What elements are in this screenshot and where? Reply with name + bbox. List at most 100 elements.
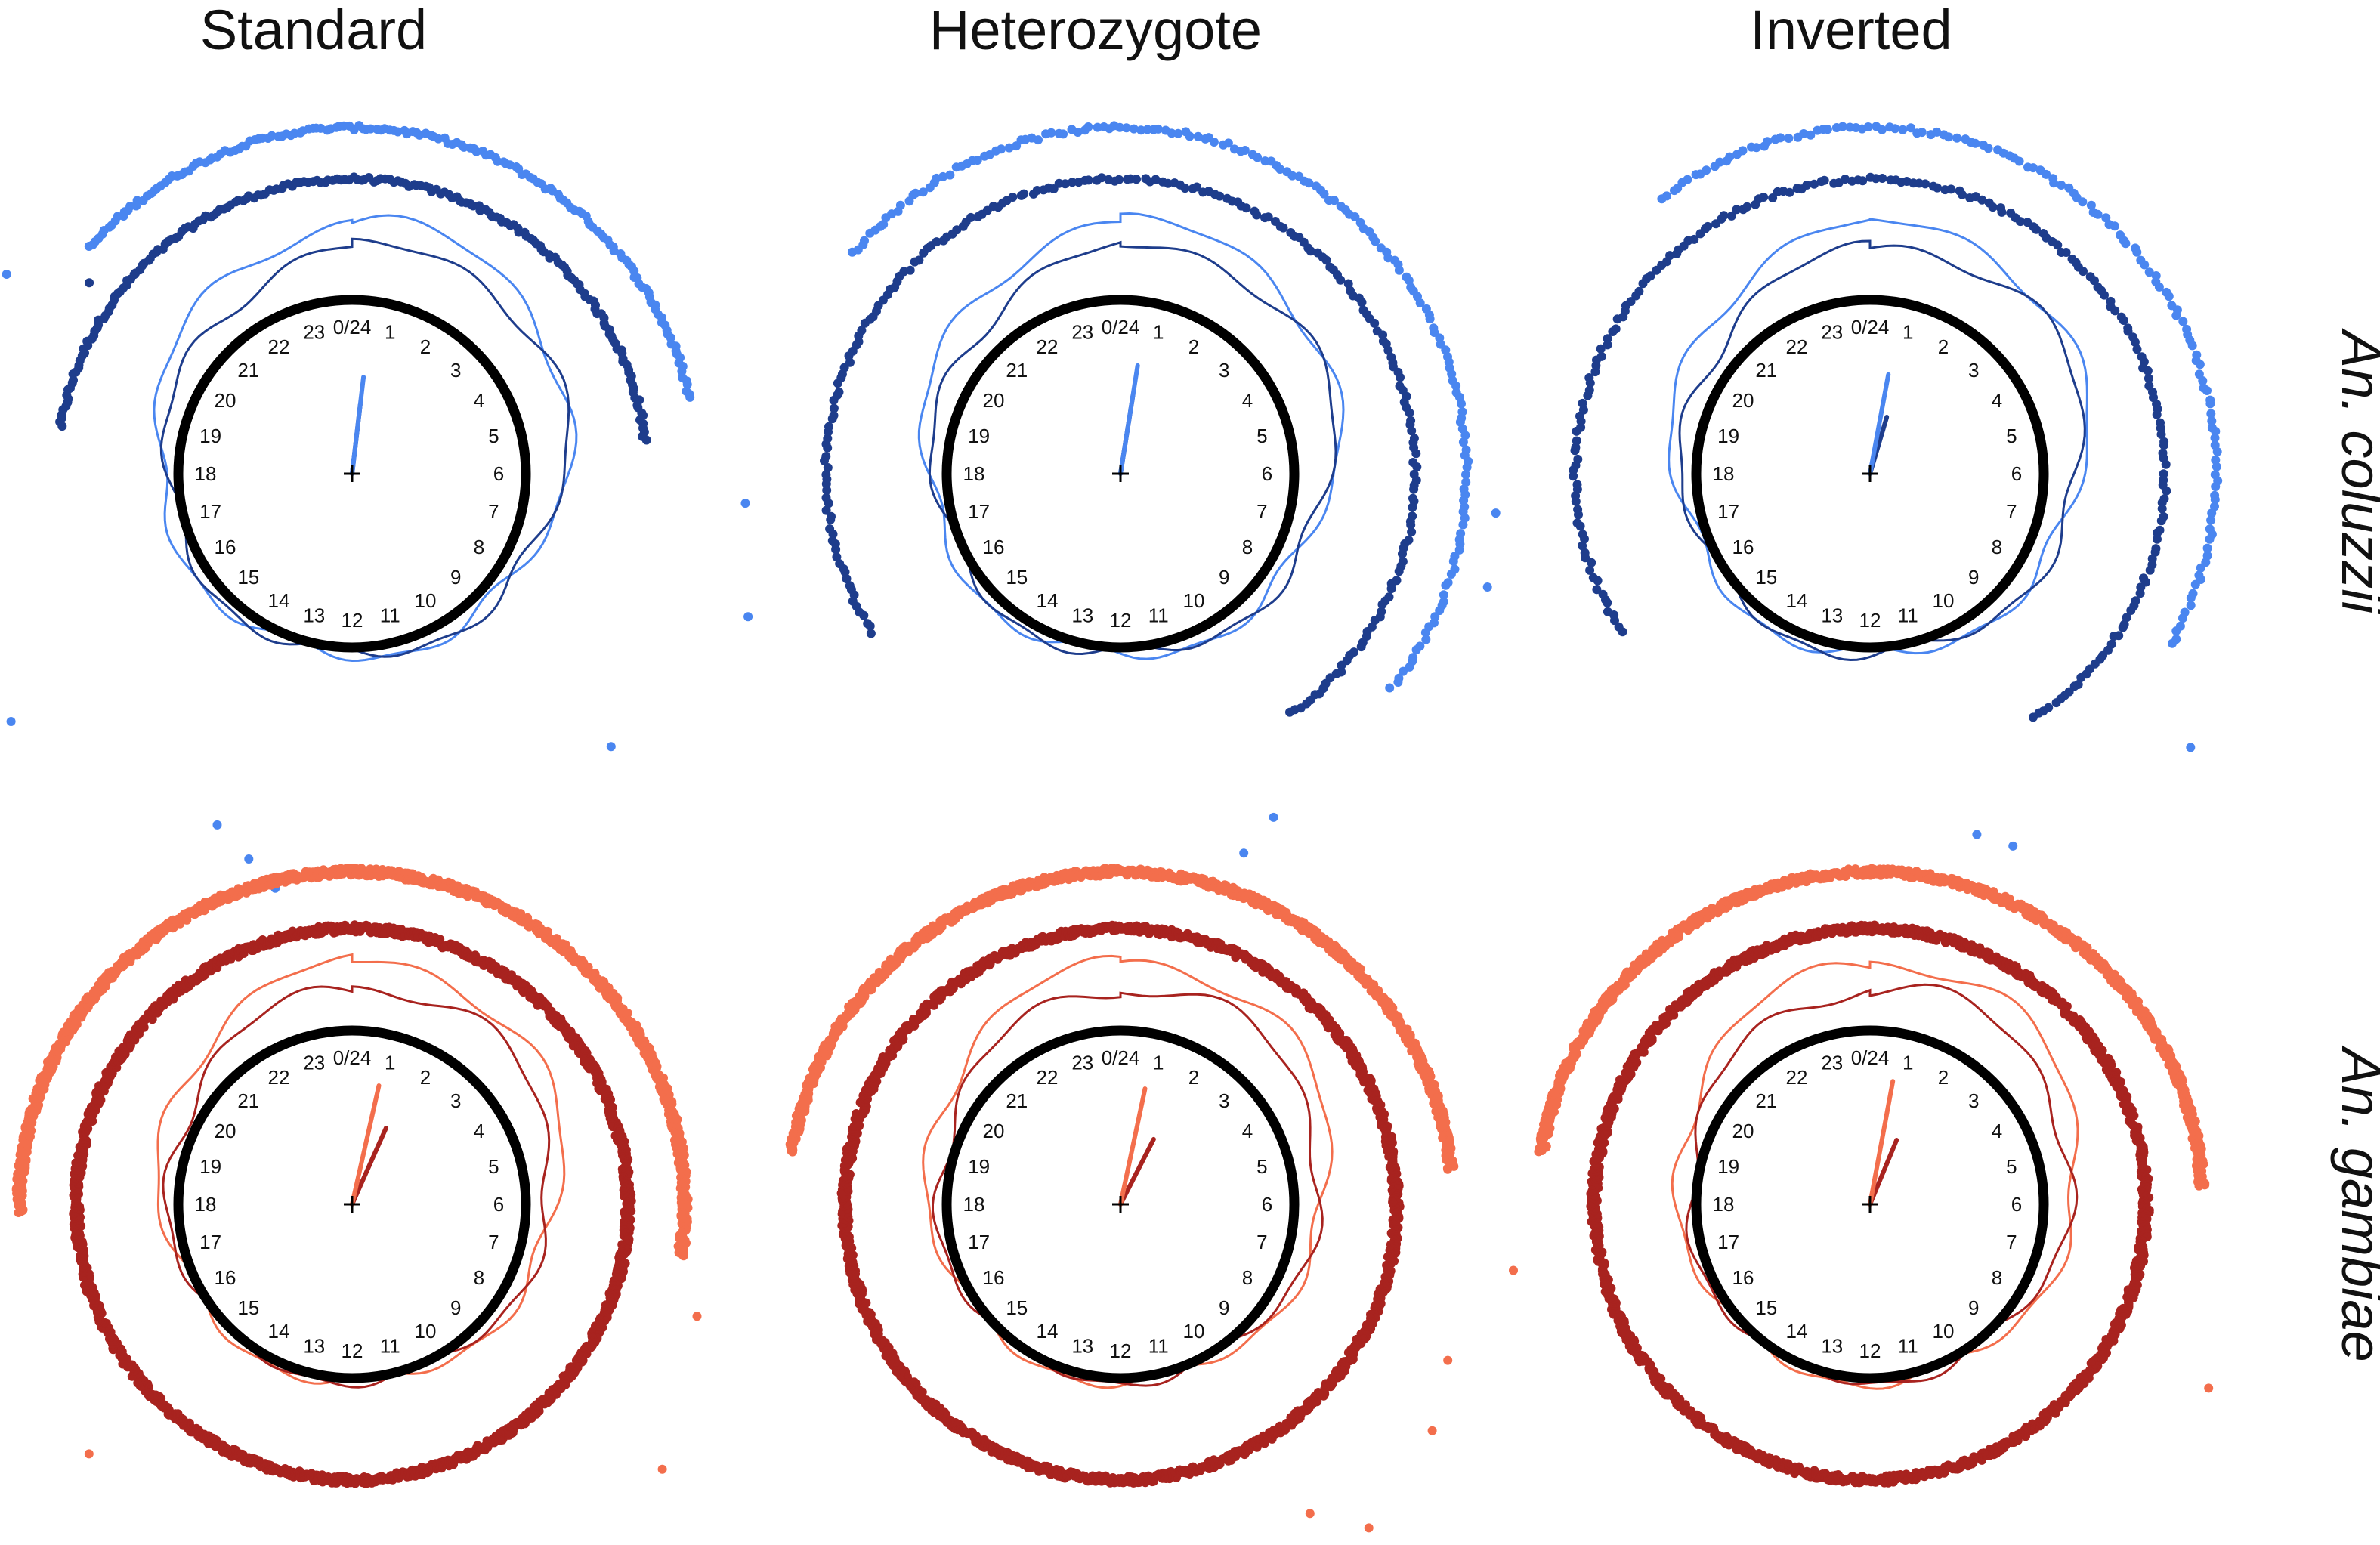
light-ring-dot (1275, 165, 1285, 174)
panel-coluzzii-heterozygote: 0/24 123456789101112131415161718192021222… (740, 121, 1473, 888)
light-ring-dot (1385, 683, 1395, 693)
clock-hour-label: 15 (237, 1296, 259, 1319)
dark-ring-dot (2156, 516, 2166, 526)
clock-hour-label: 7 (488, 1231, 499, 1253)
dark-ring-dot (1306, 246, 1315, 256)
light-ring-dot (2086, 200, 2096, 210)
light-ring-dot (1460, 431, 1470, 440)
dark-ring-dot (829, 403, 839, 413)
light-ring-dot (2140, 260, 2150, 270)
clock-hour-label: 4 (474, 389, 484, 412)
light-ring-dot (2186, 601, 2196, 610)
light-ring-dot (1129, 124, 1139, 134)
dark-ring-dot (2032, 224, 2041, 234)
light-ring-dot (2206, 409, 2216, 419)
light-ring-dot (1350, 212, 1360, 221)
dark-ring-dot (1572, 480, 1582, 490)
clock-hour-label: 15 (1755, 566, 1777, 589)
light-ring-dot (1863, 122, 1873, 131)
light-ring-dot (1461, 470, 1470, 480)
panel-coluzzii-inverted: 0/24 123456789101112131415161718192021222… (1482, 122, 2223, 891)
clock-hour-label: 20 (1732, 389, 1754, 412)
dark-ring-dot (1689, 234, 1699, 244)
light-ring-dot (1173, 128, 1183, 138)
dark-ring-dot (2119, 316, 2128, 325)
clock-hour-label: 12 (342, 609, 363, 632)
dark-ring-dot (857, 326, 867, 335)
light-ring-dot (1448, 557, 1458, 566)
clock-hour-label: 8 (1242, 536, 1253, 558)
dark-ring-dot (1858, 176, 1868, 186)
dark-ring-dot (1933, 183, 1942, 193)
dark-ring-dot (1732, 205, 1742, 215)
light-ring-dot (1806, 130, 1816, 140)
light-ring-dot (1457, 399, 1466, 409)
clock-hour-label: 0/24 (333, 316, 372, 338)
dark-ring-dot (2079, 267, 2088, 277)
light-ring-dot (267, 131, 277, 141)
clock-hour-label: 21 (1006, 359, 1028, 382)
dark-ring-dot (1742, 202, 1752, 212)
dark-ring-dot (2135, 589, 2145, 598)
light-ring-dot-outlier (1482, 582, 1492, 592)
dark-ring-dot (2123, 326, 2133, 336)
clock-hour-label: 4 (1992, 389, 2002, 412)
dark-ring-dot (1398, 549, 1407, 558)
light-ring-dot (1877, 125, 1887, 134)
dark-ring-dot (1871, 174, 1881, 184)
dark-ring-dot-outlier (85, 278, 94, 288)
light-ring-dot (1458, 520, 1468, 530)
dark-ring-dot (827, 511, 836, 521)
clock-hour-label: 18 (195, 462, 217, 485)
clock-hour-label: 23 (303, 321, 325, 344)
dark-ring-dot (821, 452, 831, 462)
dark-ring-dot (1703, 221, 1713, 231)
dark-ring-dot (1215, 191, 1225, 201)
light-ring-dot (2207, 416, 2217, 426)
light-ring-dot (1240, 146, 1250, 155)
dark-ring-dot (827, 536, 837, 545)
light-ring-dot-outlier (1972, 830, 1982, 839)
clock-hour-label: 11 (1148, 604, 1169, 626)
clock-hour-label: 20 (983, 389, 1005, 412)
light-ring-dot (1034, 135, 1043, 145)
light-ring-dot (1702, 165, 1711, 175)
light-ring-dot (1439, 590, 1448, 600)
clock-hour-label: 19 (1717, 425, 1739, 447)
light-ring-dot-outlier (1239, 848, 1249, 858)
light-ring-dot (678, 1251, 688, 1261)
dark-ring-dot (1241, 203, 1251, 213)
clock-hour-label: 9 (1219, 566, 1229, 589)
dark-ring-dot (1997, 207, 2007, 217)
light-ring-dot (2210, 433, 2220, 443)
light-ring-dot-outlier (84, 1449, 94, 1459)
clock-hour-label: 8 (474, 1266, 484, 1289)
light-ring-dot (1441, 580, 1451, 590)
clock-hour-label: 17 (1717, 500, 1739, 523)
dark-ring-dot (1285, 707, 1294, 717)
dark-ring-dot (1571, 443, 1581, 453)
light-ring-dot (860, 236, 869, 246)
clock-hour-label: 21 (237, 359, 259, 382)
light-ring-dot (2211, 455, 2221, 465)
light-ring-dot (1435, 606, 1445, 616)
clock-hour-label: 2 (1188, 335, 1199, 358)
dark-ring-dot (1988, 202, 1998, 212)
light-ring-dot (1451, 381, 1461, 391)
light-ring-dot (1167, 128, 1176, 138)
light-ring-dot (1917, 128, 1927, 138)
clock-hour-label: 5 (488, 425, 499, 447)
dark-ring-dot (1396, 372, 1405, 382)
clock-hour-label: 1 (1902, 321, 1913, 344)
light-ring-dot (1046, 128, 1056, 138)
dark-ring-dot (1357, 298, 1367, 307)
dark-ring-dot (1614, 622, 1624, 632)
dark-ring-dot (966, 212, 975, 222)
dark-ring-dot (2126, 606, 2136, 615)
clock-hour-label: 13 (1071, 604, 1093, 626)
light-ring-dot (2205, 399, 2215, 409)
dark-ring-dot (2122, 613, 2131, 623)
light-ring-dot-outlier (743, 612, 753, 622)
dark-ring-dot (1665, 251, 1675, 261)
dark-ring-dot (1405, 408, 1414, 418)
